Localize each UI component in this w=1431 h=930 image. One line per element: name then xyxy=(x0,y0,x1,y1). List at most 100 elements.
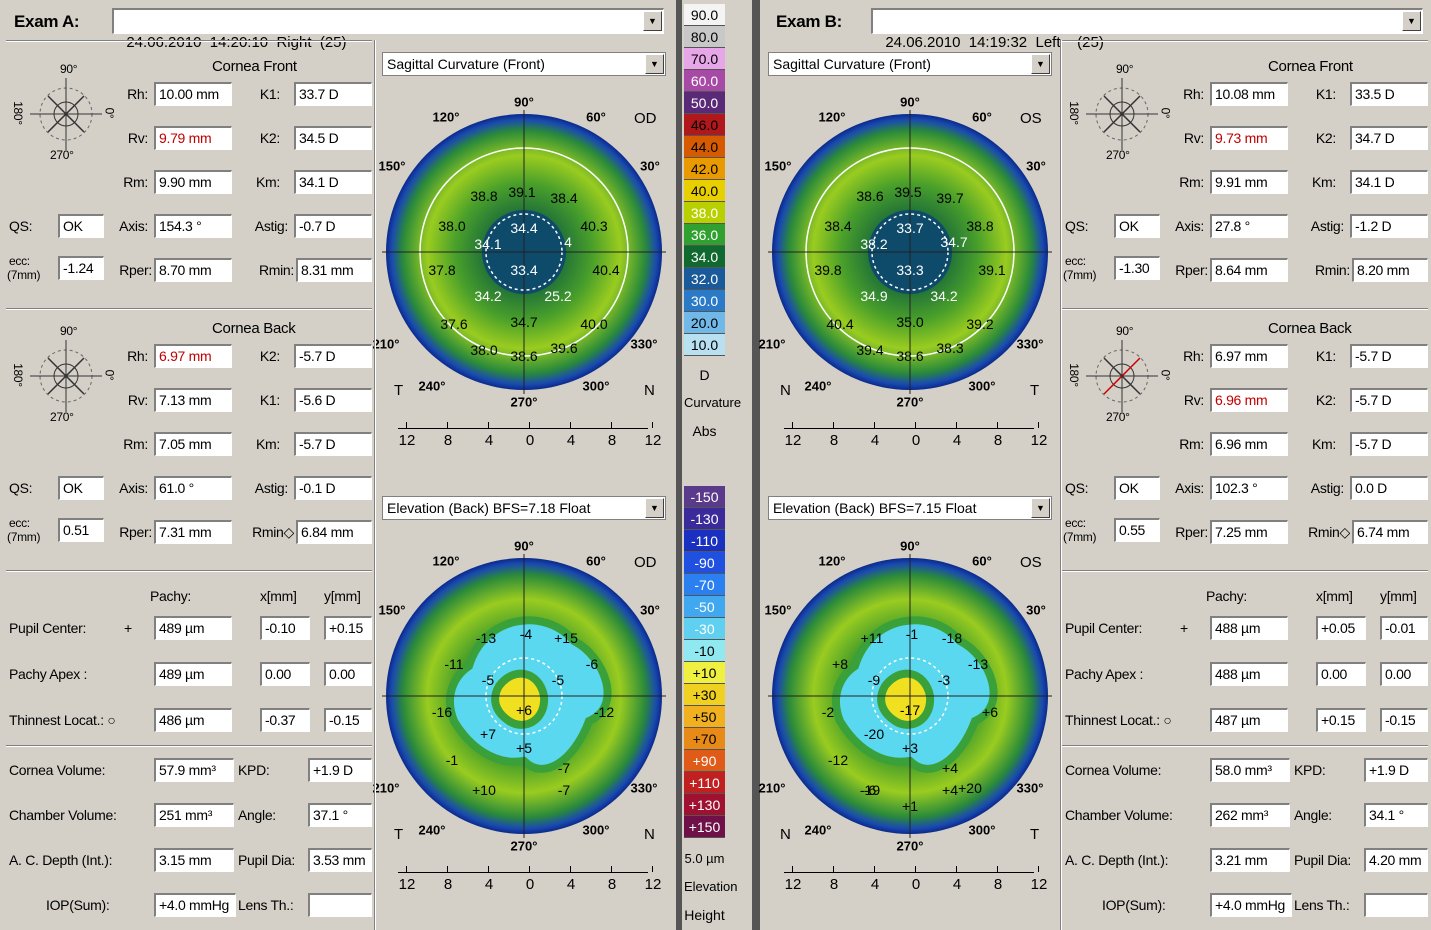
map-type-dropdown[interactable]: Sagittal Curvature (Front) ▼ xyxy=(382,52,666,76)
curvature-map[interactable] xyxy=(374,102,674,402)
elevation-map[interactable] xyxy=(760,546,1060,846)
km-field[interactable]: 34.1 D xyxy=(1350,170,1428,194)
chevron-down-icon[interactable]: ▼ xyxy=(645,54,664,74)
y-field[interactable]: -0.15 xyxy=(1380,708,1428,732)
chevron-down-icon[interactable]: ▼ xyxy=(645,498,664,518)
rper-field[interactable]: 7.25 mm xyxy=(1210,520,1288,544)
pachy-value-field[interactable]: 488 µm xyxy=(1210,616,1288,640)
rper-field[interactable]: 8.64 mm xyxy=(1210,258,1288,282)
iop-field[interactable]: +4.0 mmHg xyxy=(154,893,236,917)
y-field[interactable]: -0.15 xyxy=(324,708,372,732)
rv-field[interactable]: 9.73 mm xyxy=(1210,126,1288,150)
lens-field[interactable] xyxy=(308,893,372,917)
exam-b-selector[interactable]: 24.06.2010 14:19:32 Left (25) ▼ xyxy=(871,8,1423,51)
qs-label: QS: xyxy=(9,480,33,496)
elevation-map[interactable] xyxy=(374,546,674,846)
y-field[interactable]: -0.01 xyxy=(1380,616,1428,640)
pachy-value-field[interactable]: 489 µm xyxy=(154,662,232,686)
volume-field[interactable]: 251 mm³ xyxy=(154,803,234,827)
km-field[interactable]: -5.7 D xyxy=(1350,432,1428,456)
qs-field[interactable]: OK xyxy=(58,476,104,500)
rper-field[interactable]: 8.70 mm xyxy=(154,258,232,282)
rm-field[interactable]: 9.90 mm xyxy=(154,170,232,194)
axis-field[interactable]: 154.3 ° xyxy=(154,214,232,238)
rm-field[interactable]: 7.05 mm xyxy=(154,432,232,456)
k1-field[interactable]: 33.7 D xyxy=(294,82,372,106)
map-type-dropdown[interactable]: Elevation (Back) BFS=7.15 Float ▼ xyxy=(768,496,1052,520)
rmin-field[interactable]: 6.84 mm xyxy=(296,520,372,544)
rv-field[interactable]: 6.96 mm xyxy=(1210,388,1288,412)
rv-field[interactable]: 9.79 mm xyxy=(154,126,232,150)
y-field[interactable]: 0.00 xyxy=(1380,662,1428,686)
rh-field[interactable]: 6.97 mm xyxy=(154,344,232,368)
rmin-field[interactable]: 8.20 mm xyxy=(1352,258,1428,282)
chevron-down-icon[interactable]: ▼ xyxy=(643,11,662,31)
volume-field[interactable]: 37.1 ° xyxy=(308,803,372,827)
y-field[interactable]: 0.00 xyxy=(324,662,372,686)
qs-field[interactable]: OK xyxy=(1114,476,1160,500)
x-field[interactable]: +0.15 xyxy=(1316,708,1366,732)
volume-field[interactable]: 262 mm³ xyxy=(1210,803,1290,827)
rmin-field[interactable]: 6.74 mm xyxy=(1352,520,1428,544)
rv-field[interactable]: 7.13 mm xyxy=(154,388,232,412)
km-field[interactable]: -5.7 D xyxy=(294,432,372,456)
axis-field[interactable]: 27.8 ° xyxy=(1210,214,1288,238)
ecc-field[interactable]: 0.51 xyxy=(58,518,104,542)
k2-field[interactable]: 34.7 D xyxy=(1350,126,1428,150)
volume-field[interactable]: 3.53 mm xyxy=(308,848,372,872)
axis-field[interactable]: 61.0 ° xyxy=(154,476,232,500)
volume-field[interactable]: 3.21 mm xyxy=(1210,848,1290,872)
ecc-field[interactable]: 0.55 xyxy=(1114,518,1160,542)
astig-field[interactable]: 0.0 D xyxy=(1350,476,1428,500)
chevron-down-icon[interactable]: ▼ xyxy=(1402,11,1421,31)
k2-field[interactable]: 34.5 D xyxy=(294,126,372,150)
rh-field[interactable]: 6.97 mm xyxy=(1210,344,1288,368)
volume-field[interactable]: 34.1 ° xyxy=(1364,803,1428,827)
pachy-value-field[interactable]: 488 µm xyxy=(1210,662,1288,686)
ecc-field[interactable]: -1.30 xyxy=(1114,256,1160,280)
map-type-dropdown[interactable]: Elevation (Back) BFS=7.18 Float ▼ xyxy=(382,496,666,520)
x-field[interactable]: 0.00 xyxy=(260,662,310,686)
chevron-down-icon[interactable]: ▼ xyxy=(1031,54,1050,74)
map-type-dropdown[interactable]: Sagittal Curvature (Front) ▼ xyxy=(768,52,1052,76)
pachy-value-field[interactable]: 487 µm xyxy=(1210,708,1288,732)
x-field[interactable]: -0.10 xyxy=(260,616,310,640)
volume-field[interactable]: 3.15 mm xyxy=(154,848,234,872)
volume-field[interactable]: 58.0 mm³ xyxy=(1210,758,1290,782)
y-field[interactable]: +0.15 xyxy=(324,616,372,640)
axis-field[interactable]: 102.3 ° xyxy=(1210,476,1288,500)
k2-field[interactable]: -5.6 D xyxy=(294,388,372,412)
exam-a-selector[interactable]: 24.06.2010 14:20:10 Right (25) ▼ xyxy=(112,8,664,51)
qs-field[interactable]: OK xyxy=(58,214,104,238)
pachy-value-field[interactable]: 489 µm xyxy=(154,616,232,640)
pachy-value-field[interactable]: 486 µm xyxy=(154,708,232,732)
km-field[interactable]: 34.1 D xyxy=(294,170,372,194)
volume-field[interactable]: +1.9 D xyxy=(1364,758,1428,782)
astig-field[interactable]: -0.1 D xyxy=(294,476,372,500)
rmin-field[interactable]: 8.31 mm xyxy=(296,258,372,282)
rh-field[interactable]: 10.08 mm xyxy=(1210,82,1288,106)
x-field[interactable]: +0.05 xyxy=(1316,616,1366,640)
lens-field[interactable] xyxy=(1364,893,1428,917)
k2-field[interactable]: -5.7 D xyxy=(1350,388,1428,412)
qs-field[interactable]: OK xyxy=(1114,214,1160,238)
astig-field[interactable]: -1.2 D xyxy=(1350,214,1428,238)
chevron-down-icon[interactable]: ▼ xyxy=(1031,498,1050,518)
k1-field[interactable]: -5.7 D xyxy=(1350,344,1428,368)
x-field[interactable]: 0.00 xyxy=(1316,662,1366,686)
rper-field[interactable]: 7.31 mm xyxy=(154,520,232,544)
k1-field[interactable]: -5.7 D xyxy=(294,344,372,368)
ecc-field[interactable]: -1.24 xyxy=(58,256,104,280)
x-field[interactable]: -0.37 xyxy=(260,708,310,732)
astig-field[interactable]: -0.7 D xyxy=(294,214,372,238)
k1-field[interactable]: 33.5 D xyxy=(1350,82,1428,106)
volume-field[interactable]: +1.9 D xyxy=(308,758,372,782)
volume-field[interactable]: 4.20 mm xyxy=(1364,848,1428,872)
map-value: -6 xyxy=(863,782,877,798)
rm-field[interactable]: 9.91 mm xyxy=(1210,170,1288,194)
rh-field[interactable]: 10.00 mm xyxy=(154,82,232,106)
volume-field[interactable]: 57.9 mm³ xyxy=(154,758,234,782)
iop-field[interactable]: +4.0 mmHg xyxy=(1210,893,1292,917)
rm-field[interactable]: 6.96 mm xyxy=(1210,432,1288,456)
curvature-map[interactable] xyxy=(760,102,1060,402)
